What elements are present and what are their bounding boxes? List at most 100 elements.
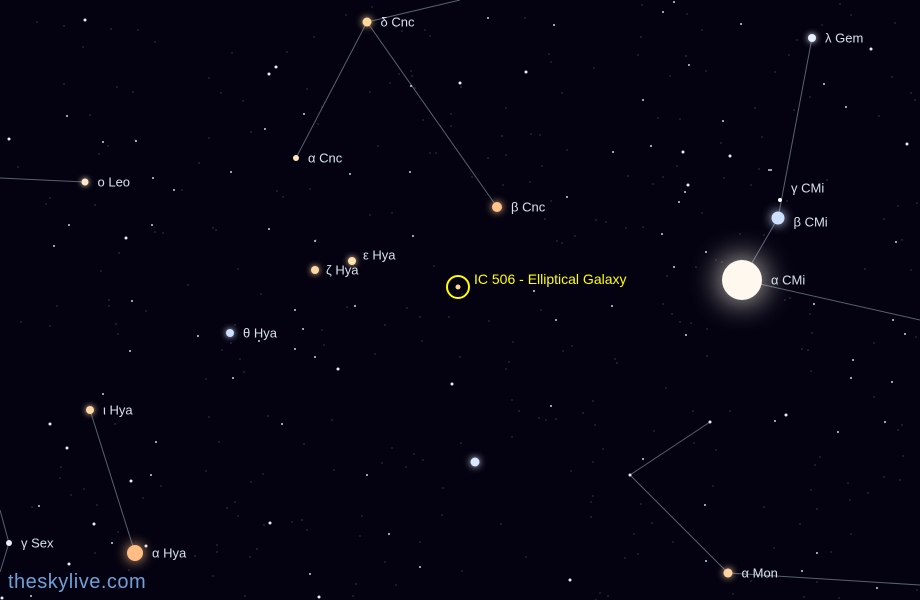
bg-star [816, 509, 817, 510]
bg-star [774, 72, 775, 73]
bg-star [541, 309, 542, 310]
bg-star [546, 420, 547, 421]
bg-star [152, 177, 154, 179]
bg-star [822, 24, 823, 25]
bg-star [213, 227, 214, 228]
bg-star [611, 305, 613, 307]
bg-star [903, 455, 904, 456]
bg-star [801, 570, 803, 572]
bg-star [181, 189, 182, 190]
bg-star [119, 587, 120, 588]
bg-star [761, 136, 762, 137]
bg-star [131, 300, 133, 302]
bg-star [661, 233, 663, 235]
bg-star [144, 544, 147, 547]
bg-star [488, 320, 489, 321]
bg-star [302, 519, 303, 520]
star-label-alpha_Hya: α Hya [152, 546, 186, 561]
bg-star [374, 353, 375, 354]
bg-star [243, 372, 244, 373]
bg-star [713, 485, 714, 486]
bg-star [451, 383, 454, 386]
bg-star [17, 166, 18, 167]
bg-star [813, 303, 815, 305]
bg-star [693, 410, 694, 411]
bg-star [303, 444, 304, 445]
target-label: IC 506 - Elliptical Galaxy [474, 271, 627, 287]
bg-star [696, 267, 697, 268]
bg-star [411, 76, 412, 77]
bg-star [129, 350, 131, 352]
bg-star [662, 11, 664, 13]
bg-star [31, 506, 32, 507]
bg-star [92, 523, 95, 526]
bg-star [215, 230, 216, 231]
bg-star [90, 114, 91, 115]
star-alpha_CMi [722, 260, 762, 300]
bg-star [384, 561, 385, 562]
bg-star [592, 461, 593, 462]
bg-star [685, 56, 686, 57]
bg-star [801, 349, 802, 350]
bg-star [763, 507, 764, 508]
bg-star [529, 181, 530, 182]
bg-star [292, 521, 293, 522]
bg-star [557, 241, 558, 242]
target-dot [456, 285, 461, 290]
bg-star [571, 470, 572, 471]
bg-star [406, 467, 407, 468]
bg-star [472, 176, 473, 177]
bg-star [281, 423, 283, 425]
bg-star [915, 99, 916, 100]
bg-star [235, 501, 236, 502]
bg-star [673, 1, 675, 3]
bg-star [37, 22, 38, 23]
bg-star [441, 515, 442, 516]
bg-star [850, 499, 851, 500]
bg-star [916, 589, 917, 590]
bg-star [852, 359, 854, 361]
bg-star [788, 54, 789, 55]
bg-star [287, 51, 288, 52]
bg-star [867, 492, 868, 493]
bg-star [198, 163, 199, 164]
bg-star [879, 115, 880, 116]
bg-star [487, 158, 488, 159]
bg-star [382, 463, 383, 464]
bg-star [883, 477, 884, 478]
bg-star [715, 259, 716, 260]
bg-star [702, 213, 703, 214]
bg-star [450, 114, 451, 115]
bg-star [501, 136, 502, 137]
bg-star [250, 132, 251, 133]
bg-star [361, 515, 362, 516]
unnamed-star [471, 458, 480, 467]
bg-star [555, 319, 557, 321]
bg-star [672, 313, 673, 314]
bg-star [894, 22, 895, 23]
bg-star [7, 138, 10, 141]
bg-star [150, 474, 152, 476]
bg-star [209, 416, 210, 417]
bg-star [395, 584, 396, 585]
bg-star [66, 115, 68, 117]
bg-star [302, 328, 304, 330]
star-alpha_Hya [127, 545, 143, 561]
bg-star [355, 584, 356, 585]
bg-star [755, 107, 756, 108]
star-label-zeta_Hya: ζ Hya [326, 263, 358, 278]
bg-star [626, 228, 627, 229]
bg-star [593, 400, 594, 401]
bg-star [109, 305, 110, 306]
bg-star [548, 54, 549, 55]
bg-star [641, 503, 642, 504]
bg-star [262, 474, 263, 475]
bg-star [653, 183, 654, 184]
bg-star [307, 529, 308, 530]
bg-star [371, 7, 372, 8]
bg-star [96, 504, 97, 505]
bg-star [66, 447, 69, 450]
bg-star [102, 141, 104, 143]
bg-star [672, 542, 673, 543]
bg-star [562, 350, 563, 351]
